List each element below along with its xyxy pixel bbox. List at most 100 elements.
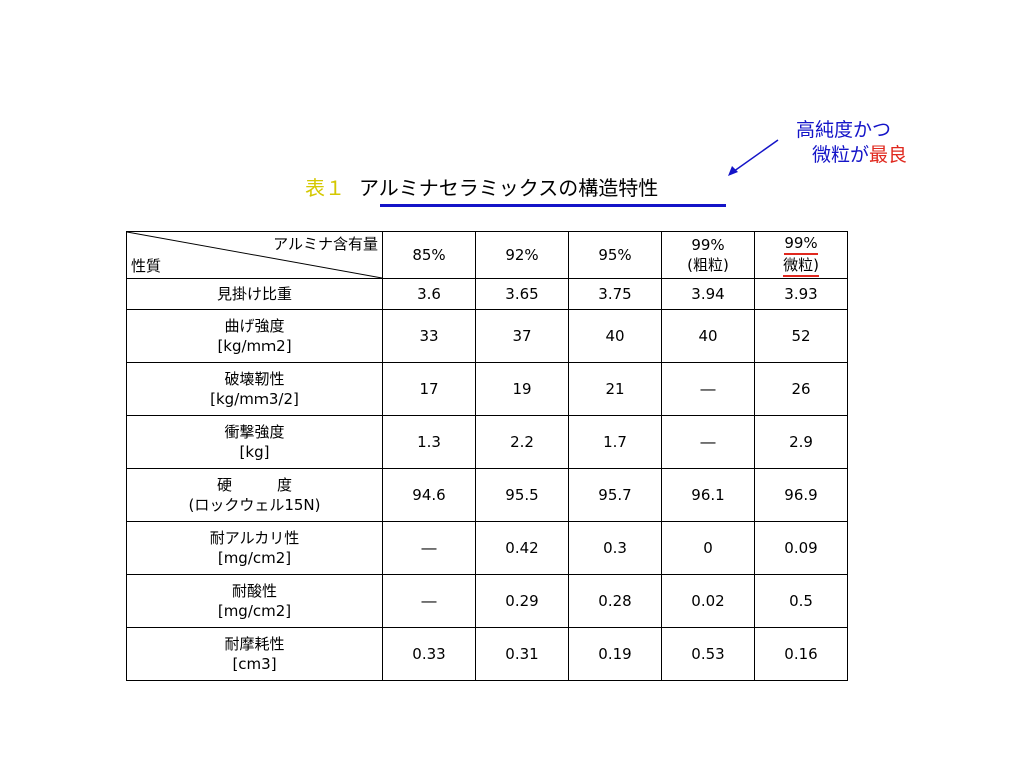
row-label-line: 耐摩耗性 xyxy=(224,635,285,653)
row-label-line: 耐アルカリ性 xyxy=(209,529,300,547)
table-cell: 0.09 xyxy=(754,521,848,575)
corner-top-label: アルミナ含有量 xyxy=(273,235,378,253)
table-cell: 94.6 xyxy=(382,468,476,522)
table-title-text: アルミナセラミックスの構造特性 xyxy=(359,176,659,200)
table-cell: 2.2 xyxy=(475,415,569,469)
table-cell: 0.53 xyxy=(661,627,755,681)
callout-line-2: 微粒が最良 xyxy=(792,143,907,168)
table-cell: 95.7 xyxy=(568,468,662,522)
row-label: 硬 度 (ロックウェル15N) xyxy=(126,468,383,522)
table-cell: ― xyxy=(382,521,476,575)
table-row: 耐摩耗性 [cm3] 0.33 0.31 0.19 0.53 0.16 xyxy=(126,627,848,681)
table-row: 曲げ強度 [kg/mｍ2] 33 37 40 40 52 xyxy=(126,309,848,363)
table-row: 耐酸性 [mg/cm2] ― 0.29 0.28 0.02 0.5 xyxy=(126,574,848,628)
callout-line-2-b: 最良 xyxy=(869,144,908,166)
column-header-line: 微粒) xyxy=(783,255,819,277)
row-label: 破壊靭性 [kg/mｍ3/2] xyxy=(126,362,383,416)
table-cell: 40 xyxy=(568,309,662,363)
table-cell: 40 xyxy=(661,309,755,363)
column-header: 92% xyxy=(475,231,569,279)
table-cell: 0.29 xyxy=(475,574,569,628)
row-label-line: [mg/cm2] xyxy=(217,602,292,620)
column-header-line: 85% xyxy=(412,246,446,264)
row-label-line: [kg/mｍ2] xyxy=(217,337,292,355)
table-cell: 2.9 xyxy=(754,415,848,469)
row-label: 曲げ強度 [kg/mｍ2] xyxy=(126,309,383,363)
row-label-line: [cm3] xyxy=(232,655,277,673)
table-cell: 95.5 xyxy=(475,468,569,522)
table-cell: 3.6 xyxy=(382,278,476,310)
table-cell: 0.28 xyxy=(568,574,662,628)
callout-line-2-a: 微粒が xyxy=(812,144,870,166)
column-header-line: 99% xyxy=(691,236,725,254)
column-header: 95% xyxy=(568,231,662,279)
row-label-line: [kg/mｍ3/2] xyxy=(210,390,299,408)
table-cell: 1.3 xyxy=(382,415,476,469)
table-cell: ― xyxy=(661,415,755,469)
table-cell: 52 xyxy=(754,309,848,363)
title-underline xyxy=(380,204,726,207)
table-cell: 26 xyxy=(754,362,848,416)
table-cell: 17 xyxy=(382,362,476,416)
table-cell: 0.19 xyxy=(568,627,662,681)
table-cell: 37 xyxy=(475,309,569,363)
table-row: 耐アルカリ性 [mg/cm2] ― 0.42 0.3 0 0.09 xyxy=(126,521,848,575)
row-label: 耐アルカリ性 [mg/cm2] xyxy=(126,521,383,575)
table-cell: 96.9 xyxy=(754,468,848,522)
table-cell: 0 xyxy=(661,521,755,575)
row-label: 衝撃強度 [kg] xyxy=(126,415,383,469)
row-label-line: 破壊靭性 xyxy=(224,370,285,388)
table-cell: 0.42 xyxy=(475,521,569,575)
table-cell: 96.1 xyxy=(661,468,755,522)
callout-arrow-icon xyxy=(728,139,779,176)
corner-diagonal xyxy=(127,232,382,278)
table-row: 衝撃強度 [kg] 1.3 2.2 1.7 ― 2.9 xyxy=(126,415,848,469)
table-row: 硬 度 (ロックウェル15N) 94.6 95.5 95.7 96.1 96.9 xyxy=(126,468,848,522)
table-cell: 0.02 xyxy=(661,574,755,628)
callout-note: 高純度かつ 微粒が最良 xyxy=(792,118,907,168)
row-label-line: 曲げ強度 xyxy=(224,317,285,335)
column-header: 85% xyxy=(382,231,476,279)
table-cell: 3.65 xyxy=(475,278,569,310)
column-header-line: 95% xyxy=(598,246,632,264)
row-label: 耐摩耗性 [cm3] xyxy=(126,627,383,681)
table-row: 見掛け比重 3.6 3.65 3.75 3.94 3.93 xyxy=(126,278,848,310)
row-label-line: [kg] xyxy=(239,443,270,461)
table-header-row: アルミナ含有量 性質 85% 92% 95% 99% (粗粒) 99% 微粒) xyxy=(126,231,848,279)
table-row: 破壊靭性 [kg/mｍ3/2] 17 19 21 ― 26 xyxy=(126,362,848,416)
table-cell: 19 xyxy=(475,362,569,416)
column-header-line: (粗粒) xyxy=(687,256,729,274)
table-cell: 33 xyxy=(382,309,476,363)
table-title: 表１ アルミナセラミックスの構造特性 xyxy=(305,174,658,202)
table-cell: 0.16 xyxy=(754,627,848,681)
row-label: 耐酸性 [mg/cm2] xyxy=(126,574,383,628)
column-header-highlighted: 99% 微粒) xyxy=(754,231,848,279)
row-label-line: 見掛け比重 xyxy=(216,285,292,303)
callout-line-1: 高純度かつ xyxy=(796,119,892,141)
table-cell: 3.93 xyxy=(754,278,848,310)
row-label-line: [mg/cm2] xyxy=(217,549,292,567)
properties-table: アルミナ含有量 性質 85% 92% 95% 99% (粗粒) 99% 微粒) … xyxy=(126,231,848,681)
column-header: 99% (粗粒) xyxy=(661,231,755,279)
row-label-line: 耐酸性 xyxy=(231,582,277,600)
table-cell: 21 xyxy=(568,362,662,416)
row-label-line: 硬 度 xyxy=(216,476,292,494)
table-cell: 0.31 xyxy=(475,627,569,681)
corner-cell: アルミナ含有量 性質 xyxy=(126,231,383,279)
row-label-line: 衝撃強度 xyxy=(224,423,285,441)
table-title-number: 表１ xyxy=(305,176,345,200)
column-header-line: 99% xyxy=(784,233,818,255)
table-cell: ― xyxy=(382,574,476,628)
table-cell: 3.75 xyxy=(568,278,662,310)
corner-bottom-label: 性質 xyxy=(131,257,162,275)
table-cell: ― xyxy=(661,362,755,416)
column-header-line: 92% xyxy=(505,246,539,264)
table-cell: 0.33 xyxy=(382,627,476,681)
table-cell: 1.7 xyxy=(568,415,662,469)
table-cell: 0.3 xyxy=(568,521,662,575)
row-label: 見掛け比重 xyxy=(126,278,383,310)
table-cell: 3.94 xyxy=(661,278,755,310)
table-cell: 0.5 xyxy=(754,574,848,628)
row-label-line: (ロックウェル15N) xyxy=(188,496,321,514)
